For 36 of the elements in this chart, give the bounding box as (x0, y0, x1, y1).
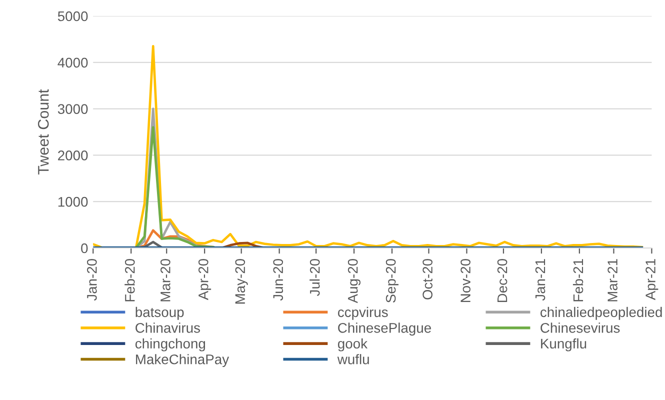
x-tick-label: Jan-20 (86, 258, 97, 301)
legend-label: MakeChinaPay (136, 354, 230, 368)
line-series (134, 126, 214, 248)
y-tick-label: 4000 (58, 58, 88, 68)
legend-label: Chinavirus (136, 322, 200, 333)
x-tick-label: Feb-21 (572, 259, 584, 302)
y-tick-label: 2000 (58, 150, 88, 160)
y-tick-label: 3000 (58, 104, 88, 114)
legend-label: chinaliedpeopledied (540, 306, 662, 320)
x-tick-label: Sep-20 (386, 258, 398, 303)
x-tick-label: Feb-20 (124, 258, 135, 302)
legend-label: Kungflu (541, 338, 586, 352)
legend-label: ccpvirus (338, 306, 388, 320)
y-tick-label: 1000 (58, 196, 88, 207)
legend-label: batsoup (136, 306, 184, 320)
y-axis-title: Tweet Count (38, 89, 49, 175)
y-tick-label: 0 (81, 243, 88, 254)
legend-label: gook (338, 338, 368, 352)
x-tick-label: Aug-20 (348, 258, 360, 304)
x-tick-label: Mar-20 (160, 258, 170, 302)
line-series (93, 44, 644, 248)
x-tick-label: Dec-20 (497, 258, 508, 302)
legend-label: chingchong (135, 338, 206, 352)
x-tick-label: Jun-20 (273, 258, 284, 301)
legend-label: Chinesevirus (540, 322, 620, 333)
legend-label: ChinesePlague (338, 322, 431, 336)
x-tick-label: Apr-21 (646, 259, 658, 300)
x-tick-label: Jan-21 (535, 259, 546, 301)
y-tick-label: 5000 (58, 11, 88, 22)
x-tick-label: Nov-20 (460, 258, 470, 302)
x-tick-label: Apr-20 (198, 258, 212, 300)
x-tick-label: May-20 (235, 258, 248, 304)
x-tick-label: Mar-21 (608, 259, 618, 302)
x-tick-label: Oct-20 (422, 258, 432, 300)
legend-label: wuflu (337, 354, 369, 364)
x-tick-label: Jul-20 (310, 258, 320, 296)
